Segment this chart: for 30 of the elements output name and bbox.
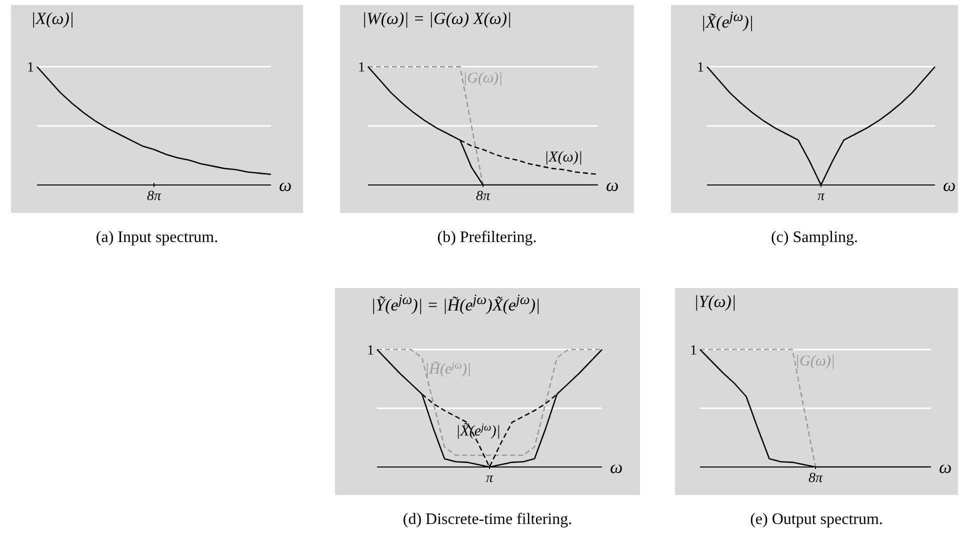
ref-line-label: 1: [27, 60, 34, 76]
x-axis-title: ω: [939, 457, 952, 477]
ref-line-label: 1: [367, 343, 374, 358]
ref-line-label: 1: [697, 60, 704, 76]
chart-title: |Y(ω)|: [694, 292, 736, 312]
x-axis-title: ω: [943, 175, 956, 195]
text: 8π: [476, 189, 491, 204]
text: (d) Discrete-time filtering.: [402, 511, 574, 529]
series-label: |G(ω)|: [795, 354, 836, 370]
text: 8π: [808, 471, 824, 486]
chart-title: |Ỹ(e$^{jω}$)| = |H̃(e$^{jω}$)X̃(e$^{jω}$)|: [371, 292, 540, 316]
text: (c) Sampling.: [770, 229, 860, 247]
ref-line-label: 1: [690, 343, 697, 358]
text: (b) Prefiltering.: [436, 229, 538, 247]
text: (a) Input spectrum.: [94, 229, 220, 247]
series-label: |H̃(e$^{jω}$)|: [425, 360, 472, 378]
text: π: [817, 189, 826, 204]
chart-title: |X(ω)|: [31, 9, 74, 29]
x-axis-title: ω: [610, 457, 623, 477]
chart-title: |X̃(e$^{jω}$)|: [701, 9, 754, 33]
x-axis-title: ω: [606, 175, 619, 195]
series-label: |G(ω)|: [463, 70, 503, 87]
text: 8π: [146, 189, 162, 204]
ref-line-label: 1: [358, 60, 365, 76]
series-label: |X̃(e$^{jω}$)|: [456, 422, 500, 440]
x-axis-title: ω: [279, 175, 292, 195]
series-label: |X(ω)|: [544, 150, 582, 166]
text: (e) Output spectrum.: [749, 511, 884, 529]
text: π: [486, 471, 494, 486]
chart-title: |W(ω)| = |G(ω) X(ω)|: [362, 9, 512, 29]
